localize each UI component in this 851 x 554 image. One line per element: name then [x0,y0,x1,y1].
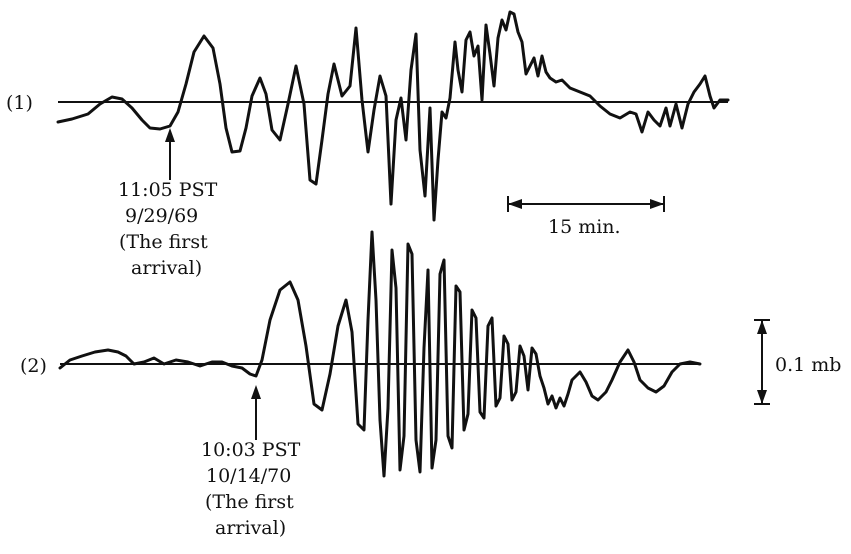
amplitude-scale-bar: 0.1 mb [754,319,841,405]
trace-2-first-arrival-marker [251,385,261,440]
time-scale-label: 15 min. [548,216,621,238]
trace-2-arrival-note-2: arrival) [215,517,286,539]
trace-1: (1) 11:05 PST 9/29/69 (The first arrival… [6,10,730,279]
trace-2-label: (2) [20,355,47,377]
trace-2-arrival-time: 10:03 PST [201,439,301,461]
trace-1-waveform [56,10,730,222]
trace-1-label: (1) [6,92,33,114]
time-scale-left-arrow [508,199,522,209]
trace-1-arrival-date: 9/29/69 [125,205,198,227]
amplitude-scale-top-arrow [757,320,767,334]
trace-2-arrow-head [251,385,261,399]
trace-2-waveform [58,230,702,478]
trace-1-arrival-note-1: (The first [119,231,208,253]
trace-1-arrow-head [165,128,175,142]
time-scale-bar: 15 min. [507,196,665,238]
trace-1-arrival-time: 11:05 PST [118,179,218,201]
trace-2-arrival-date: 10/14/70 [206,465,291,487]
trace-1-arrival-note-2: arrival) [131,257,202,279]
trace-2-arrival-note-1: (The first [205,491,294,513]
trace-1-first-arrival-marker [165,128,175,180]
trace-2: (2) 10:03 PST 10/14/70 (The first arriva… [20,230,702,539]
amplitude-scale-bottom-arrow [757,390,767,404]
time-scale-right-arrow [650,199,664,209]
amplitude-scale-label: 0.1 mb [775,354,841,376]
